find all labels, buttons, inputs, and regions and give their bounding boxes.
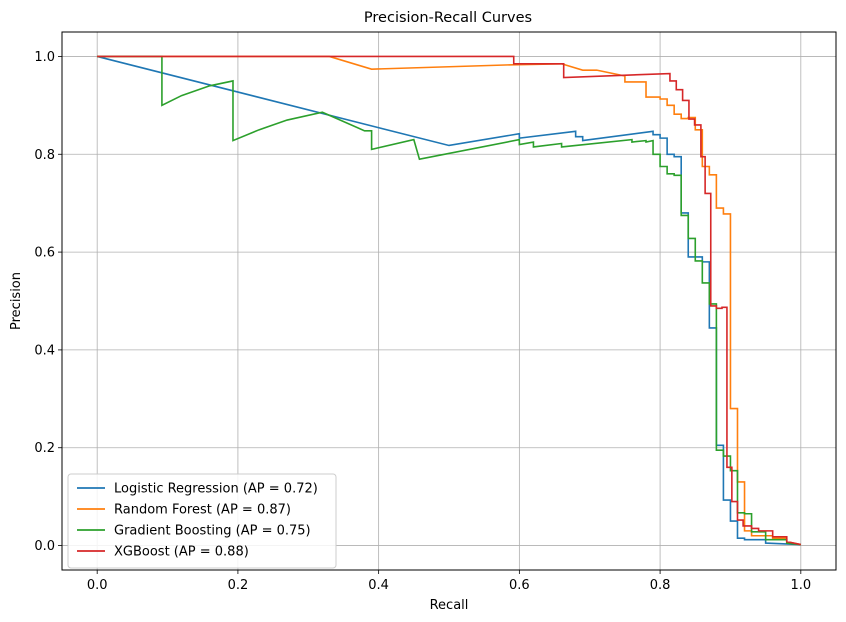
x-tick-label: 1.0 bbox=[790, 578, 811, 593]
legend: Logistic Regression (AP = 0.72) Random Fo… bbox=[67, 473, 337, 569]
series-line-4 bbox=[97, 55, 801, 546]
plot-frame bbox=[61, 31, 837, 571]
x-tick-label: 0.6 bbox=[509, 578, 530, 593]
x-tick-label: 0.4 bbox=[368, 578, 389, 593]
grid bbox=[62, 32, 836, 570]
y-tick-label: 0.6 bbox=[34, 246, 55, 261]
series-line-3 bbox=[97, 55, 801, 546]
y-tick-label: 0.8 bbox=[34, 148, 55, 163]
legend-entry: Random Forest (AP = 0.87) bbox=[114, 503, 291, 518]
legend-entry: Logistic Regression (AP = 0.72) bbox=[114, 482, 318, 497]
y-tick-label: 1.0 bbox=[34, 50, 55, 65]
x-axis-label: Recall bbox=[430, 598, 469, 613]
y-tick-label: 0.4 bbox=[34, 343, 55, 358]
y-tick-label: 0.0 bbox=[34, 539, 55, 554]
chart-title: Precision-Recall Curves bbox=[364, 10, 532, 26]
legend-box bbox=[67, 473, 337, 569]
y-axis-label: Precision bbox=[9, 272, 24, 330]
x-tick-label: 0.2 bbox=[228, 578, 249, 593]
legend-entry: Gradient Boosting (AP = 0.75) bbox=[114, 524, 311, 539]
x-tick-label: 0.0 bbox=[87, 578, 108, 593]
series-lines bbox=[96, 55, 801, 546]
legend-entry: XGBoost (AP = 0.88) bbox=[114, 545, 249, 560]
x-tick-label: 0.8 bbox=[650, 578, 671, 593]
axis-ticks: 0.0 0.2 0.4 0.6 0.8 1.0 0.0 0.2 0.4 0.6 0.8 1.0 bbox=[34, 50, 811, 593]
y-tick-label: 0.2 bbox=[34, 441, 55, 456]
